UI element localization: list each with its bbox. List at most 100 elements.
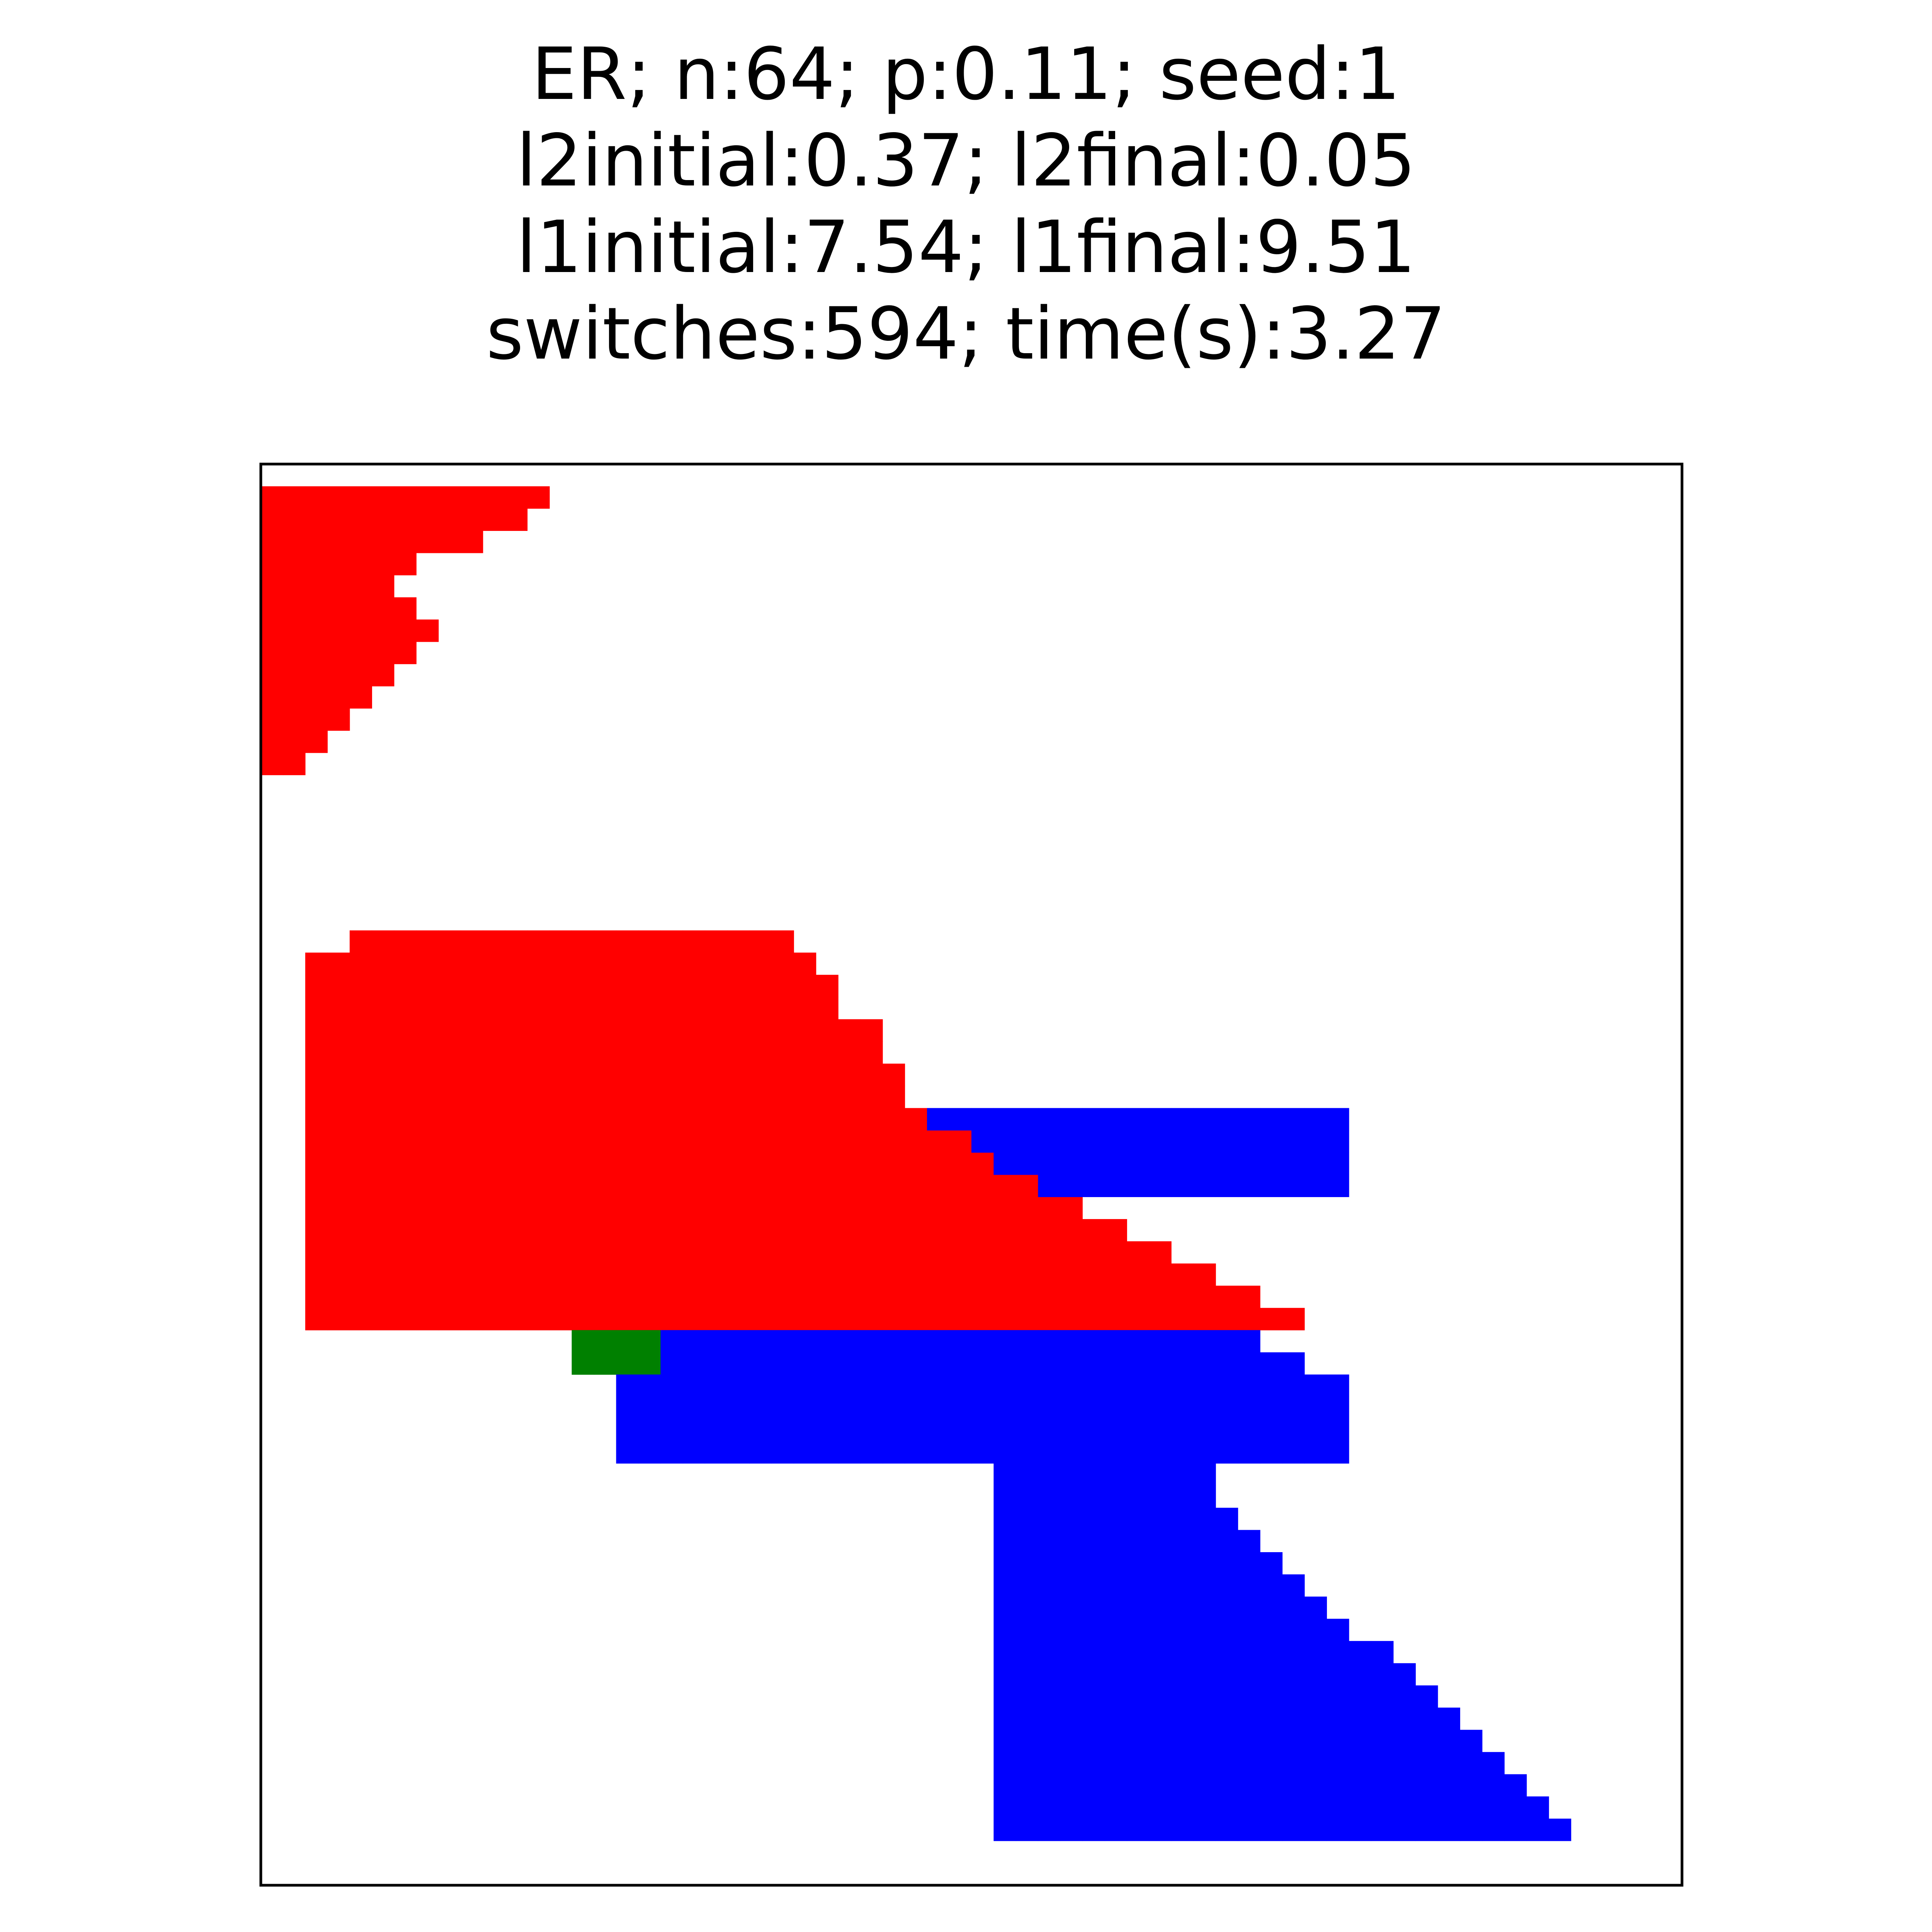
heatmap-cell-red xyxy=(394,486,417,509)
heatmap-cell-blue xyxy=(1371,1774,1393,1797)
heatmap-cell-red xyxy=(350,1019,372,1042)
heatmap-cell-red xyxy=(1171,1264,1194,1286)
heatmap-cell-blue xyxy=(1304,1441,1327,1464)
heatmap-cell-blue xyxy=(1105,1352,1127,1375)
heatmap-cell-blue xyxy=(1171,1108,1194,1131)
heatmap-cell-red xyxy=(794,1064,816,1086)
heatmap-cell-blue xyxy=(1194,1397,1216,1419)
heatmap-cell-blue xyxy=(1082,1752,1105,1774)
heatmap-cell-red xyxy=(350,553,372,575)
heatmap-cell-blue xyxy=(993,1574,1016,1597)
heatmap-cell-red xyxy=(749,1219,772,1242)
heatmap-cell-red xyxy=(305,686,328,709)
heatmap-cell-blue xyxy=(993,1730,1016,1752)
heatmap-cell-red xyxy=(505,930,527,953)
heatmap-cell-blue xyxy=(1304,1730,1327,1752)
heatmap-cell-red xyxy=(461,1086,483,1108)
heatmap-cell-red xyxy=(594,1308,616,1330)
heatmap-cell-blue xyxy=(1038,1619,1060,1641)
heatmap-cell-blue xyxy=(1082,1597,1105,1619)
heatmap-cell-blue xyxy=(1238,1597,1260,1619)
heatmap-cell-red xyxy=(794,1219,816,1242)
heatmap-cell-blue xyxy=(1371,1819,1393,1841)
heatmap-cell-red xyxy=(372,553,394,575)
heatmap-cell-blue xyxy=(1171,1397,1194,1419)
heatmap-cell-red xyxy=(638,1086,661,1108)
heatmap-cell-blue xyxy=(971,1397,994,1419)
heatmap-cell-blue xyxy=(1371,1663,1393,1685)
heatmap-cell-blue xyxy=(1171,1463,1194,1486)
heatmap-cell-red xyxy=(816,1153,838,1175)
heatmap-cell-blue xyxy=(1304,1752,1327,1774)
heatmap-cell-red xyxy=(1216,1286,1238,1308)
heatmap-cell-red xyxy=(305,509,328,531)
heatmap-cell-red xyxy=(572,1286,594,1308)
heatmap-cell-blue xyxy=(1260,1597,1282,1619)
heatmap-cell-red xyxy=(527,952,550,975)
heatmap-cell-blue xyxy=(1171,1508,1194,1530)
heatmap-cell-red xyxy=(949,1264,972,1286)
heatmap-cell-blue xyxy=(949,1441,972,1464)
heatmap-cell-blue xyxy=(1238,1574,1260,1597)
heatmap-cell-blue xyxy=(1149,1819,1172,1841)
heatmap-cell-blue xyxy=(727,1330,750,1352)
heatmap-cell-blue xyxy=(1016,1774,1038,1797)
heatmap-cell-blue xyxy=(1171,1374,1194,1397)
heatmap-cell-red xyxy=(549,1108,572,1131)
heatmap-cell-red xyxy=(905,1286,927,1308)
heatmap-cell-blue xyxy=(1349,1708,1371,1730)
heatmap-cell-red xyxy=(527,1064,550,1086)
heatmap-cell-red xyxy=(683,1241,705,1264)
heatmap-cell-red xyxy=(883,1108,905,1131)
heatmap-cell-red xyxy=(394,1108,417,1131)
heatmap-cell-red xyxy=(372,1264,394,1286)
heatmap-cell-blue xyxy=(1194,1708,1216,1730)
heatmap-cell-red xyxy=(794,1086,816,1108)
heatmap-cell-red xyxy=(638,997,661,1019)
heatmap-cell-blue xyxy=(1082,1352,1105,1375)
heatmap-cell-red xyxy=(394,1219,417,1242)
heatmap-cell-red xyxy=(350,1197,372,1219)
heatmap-cell-blue xyxy=(1060,1574,1083,1597)
heatmap-cell-red xyxy=(394,1241,417,1264)
heatmap-cell-red xyxy=(461,531,483,553)
heatmap-cell-blue xyxy=(993,1463,1016,1486)
heatmap-cell-blue xyxy=(1082,1441,1105,1464)
heatmap-cell-blue xyxy=(794,1441,816,1464)
heatmap-cell-blue xyxy=(1016,1374,1038,1397)
heatmap-cell-red xyxy=(505,1153,527,1175)
heatmap-cell-red xyxy=(394,553,417,575)
heatmap-cell-red xyxy=(572,1108,594,1131)
heatmap-cell-red xyxy=(327,1264,350,1286)
heatmap-cell-red xyxy=(1082,1264,1105,1286)
heatmap-cell-red xyxy=(772,1197,794,1219)
heatmap-cell-red xyxy=(683,1064,705,1086)
heatmap-cell-blue xyxy=(660,1441,683,1464)
heatmap-cell-red xyxy=(727,1286,750,1308)
heatmap-cell-blue xyxy=(1171,1730,1194,1752)
heatmap-cell-blue xyxy=(1060,1730,1083,1752)
heatmap-cell-blue xyxy=(1371,1708,1393,1730)
heatmap-cell-blue xyxy=(1171,1796,1194,1819)
heatmap-cell-red xyxy=(971,1153,994,1175)
heatmap-cell-red xyxy=(327,1130,350,1153)
heatmap-cell-blue xyxy=(1016,1108,1038,1131)
heatmap-cell-red xyxy=(549,1197,572,1219)
heatmap-cell-blue xyxy=(993,1441,1016,1464)
heatmap-cell-blue xyxy=(1038,1463,1060,1486)
heatmap-cell-blue xyxy=(1282,1663,1305,1685)
heatmap-cell-red xyxy=(594,975,616,997)
heatmap-cell-red xyxy=(616,1019,639,1042)
heatmap-cell-blue xyxy=(638,1441,661,1464)
heatmap-cell-red xyxy=(372,1108,394,1131)
heatmap-cell-blue xyxy=(1082,1552,1105,1575)
heatmap-cell-red xyxy=(350,664,372,686)
heatmap-cell-red xyxy=(705,930,727,953)
heatmap-cell-blue xyxy=(1038,1819,1060,1841)
heatmap-cell-red xyxy=(572,1197,594,1219)
heatmap-cell-red xyxy=(616,952,639,975)
heatmap-cell-red xyxy=(638,1308,661,1330)
heatmap-cell-red xyxy=(660,1175,683,1197)
heatmap-cell-blue xyxy=(1216,1530,1238,1553)
heatmap-cell-blue xyxy=(772,1330,794,1352)
